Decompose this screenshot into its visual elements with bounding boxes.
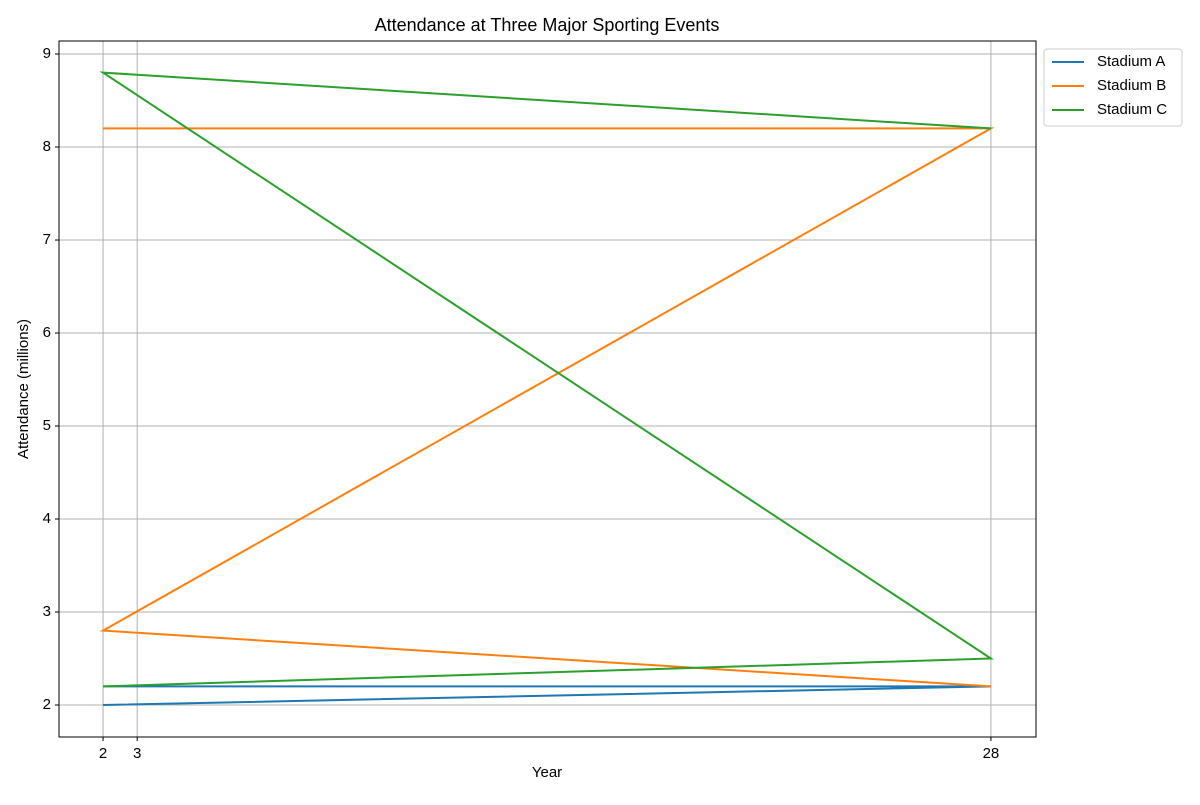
legend-box (1043, 48, 1183, 127)
y-tick-label: 8 (43, 138, 51, 155)
series-line (99, 71, 995, 688)
plot-frame (58, 40, 1037, 738)
y-tick-label: 9 (43, 45, 51, 62)
y-axis-label: Attendance (millions) (15, 319, 32, 459)
legend-label: Stadium A (1097, 53, 1165, 70)
x-tick-label: 28 (983, 745, 1000, 762)
x-tick-label: 2 (99, 745, 107, 762)
y-tick-label: 7 (43, 231, 51, 248)
x-axis-label: Year (532, 764, 562, 781)
y-tick-label: 4 (43, 510, 51, 527)
y-tick-label: 5 (43, 417, 51, 434)
y-tick-label: 3 (43, 603, 51, 620)
legend-label: Stadium B (1097, 77, 1166, 94)
x-tick-label: 3 (133, 745, 141, 762)
series-line (99, 127, 995, 688)
chart-title: Attendance at Three Major Sporting Event… (375, 15, 720, 35)
y-tick-label: 2 (43, 696, 51, 713)
series-line (103, 685, 991, 707)
y-tick-label: 6 (43, 324, 51, 341)
legend-label: Stadium C (1097, 101, 1167, 118)
